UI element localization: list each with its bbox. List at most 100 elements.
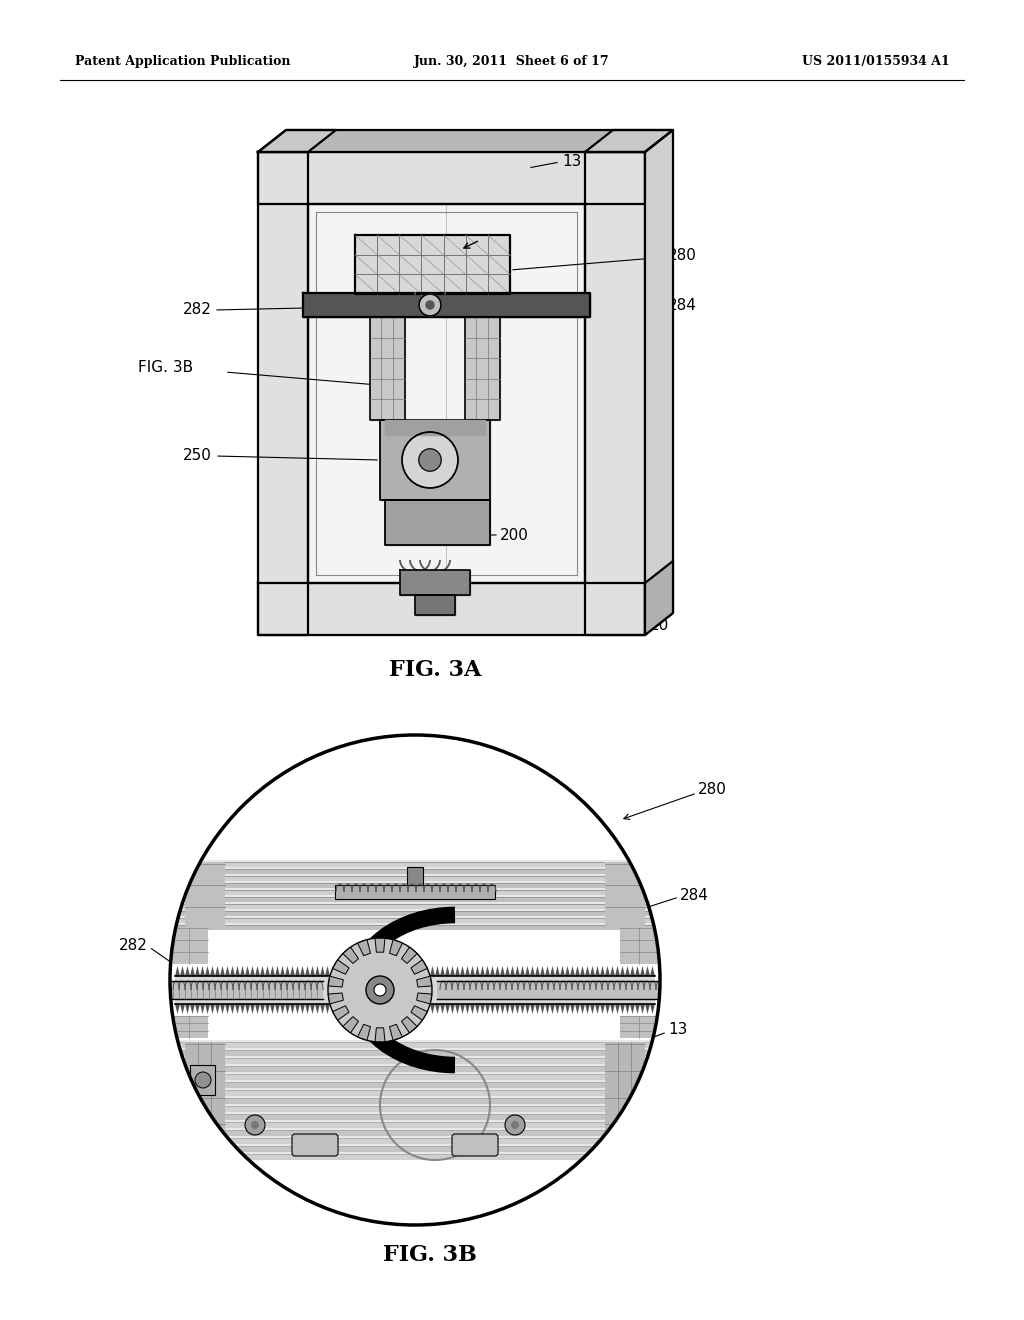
Bar (175, 925, 655, 931)
Text: Jun. 30, 2011  Sheet 6 of 17: Jun. 30, 2011 Sheet 6 of 17 (414, 55, 610, 69)
Text: 284: 284 (668, 297, 697, 313)
Polygon shape (258, 152, 645, 205)
Polygon shape (303, 293, 590, 317)
Polygon shape (258, 129, 336, 152)
Polygon shape (333, 960, 349, 974)
Polygon shape (411, 1006, 427, 1020)
Polygon shape (375, 939, 385, 952)
Text: Patent Application Publication: Patent Application Publication (75, 55, 291, 69)
Polygon shape (437, 981, 660, 999)
Polygon shape (258, 583, 645, 635)
Circle shape (366, 975, 394, 1005)
Polygon shape (645, 129, 673, 635)
Polygon shape (185, 1041, 225, 1152)
Polygon shape (620, 928, 658, 964)
Bar (175, 1154, 655, 1160)
Polygon shape (170, 1016, 208, 1038)
Polygon shape (328, 993, 343, 1005)
Polygon shape (370, 317, 406, 420)
Polygon shape (605, 862, 645, 928)
FancyBboxPatch shape (452, 1134, 498, 1156)
Polygon shape (400, 570, 470, 595)
Polygon shape (411, 960, 427, 974)
Circle shape (402, 432, 458, 488)
Text: 200: 200 (500, 528, 528, 543)
Text: 281: 281 (271, 948, 300, 962)
Text: FIG. 3A: FIG. 3A (389, 659, 481, 681)
Text: 282: 282 (119, 937, 148, 953)
Text: 20: 20 (650, 618, 670, 632)
Polygon shape (185, 862, 225, 928)
Text: 280: 280 (698, 783, 727, 797)
Polygon shape (417, 993, 432, 1005)
Circle shape (511, 1121, 519, 1129)
Text: 13: 13 (668, 1023, 687, 1038)
Polygon shape (385, 420, 485, 436)
Circle shape (505, 1115, 525, 1135)
Bar (175, 1041, 655, 1048)
Bar (190, 1065, 215, 1096)
Polygon shape (401, 1016, 417, 1032)
Polygon shape (357, 1024, 371, 1040)
Text: FIG. 3B: FIG. 3B (138, 360, 193, 375)
Polygon shape (175, 861, 655, 931)
Text: FIG. 3B: FIG. 3B (383, 1243, 477, 1266)
Polygon shape (175, 975, 655, 1005)
Bar (175, 898, 655, 902)
Bar (175, 1106, 655, 1111)
Polygon shape (175, 1040, 655, 1155)
Text: US 2011/0155934 A1: US 2011/0155934 A1 (802, 55, 950, 69)
Polygon shape (380, 420, 490, 500)
Bar (175, 1114, 655, 1119)
Polygon shape (389, 940, 402, 956)
Bar (175, 904, 655, 909)
Circle shape (419, 294, 441, 315)
Bar (175, 1098, 655, 1104)
Bar (175, 890, 655, 895)
Bar (175, 911, 655, 916)
Polygon shape (343, 1016, 358, 1032)
Polygon shape (375, 1028, 385, 1041)
Bar (175, 1122, 655, 1129)
Text: 250: 250 (183, 447, 212, 462)
Bar (175, 1067, 655, 1072)
Bar (407, 867, 423, 884)
Circle shape (170, 735, 660, 1225)
Circle shape (251, 1121, 259, 1129)
Polygon shape (385, 500, 490, 545)
Text: 13: 13 (562, 154, 582, 169)
Bar (175, 876, 655, 880)
Polygon shape (175, 966, 655, 975)
Polygon shape (333, 1006, 349, 1020)
Bar (335, 884, 495, 899)
Bar (175, 1138, 655, 1144)
Bar (175, 1082, 655, 1088)
Bar (175, 1130, 655, 1137)
Polygon shape (170, 981, 323, 999)
Bar (175, 1059, 655, 1064)
Polygon shape (355, 235, 510, 294)
Circle shape (374, 983, 386, 997)
FancyBboxPatch shape (292, 1134, 338, 1156)
Polygon shape (308, 205, 585, 583)
Polygon shape (357, 940, 371, 956)
Bar (175, 1146, 655, 1152)
Text: 284: 284 (680, 887, 709, 903)
Bar (175, 1074, 655, 1080)
Polygon shape (585, 129, 673, 152)
Bar (175, 917, 655, 923)
Polygon shape (605, 1041, 645, 1152)
Polygon shape (343, 948, 358, 964)
Bar (175, 1049, 655, 1056)
Polygon shape (645, 561, 673, 635)
Polygon shape (417, 975, 432, 987)
Polygon shape (328, 975, 343, 987)
Bar (175, 1090, 655, 1096)
Polygon shape (401, 948, 417, 964)
Circle shape (328, 939, 432, 1041)
Polygon shape (465, 317, 500, 420)
Polygon shape (258, 152, 308, 635)
Circle shape (245, 1115, 265, 1135)
Polygon shape (170, 928, 208, 964)
Polygon shape (415, 595, 455, 615)
